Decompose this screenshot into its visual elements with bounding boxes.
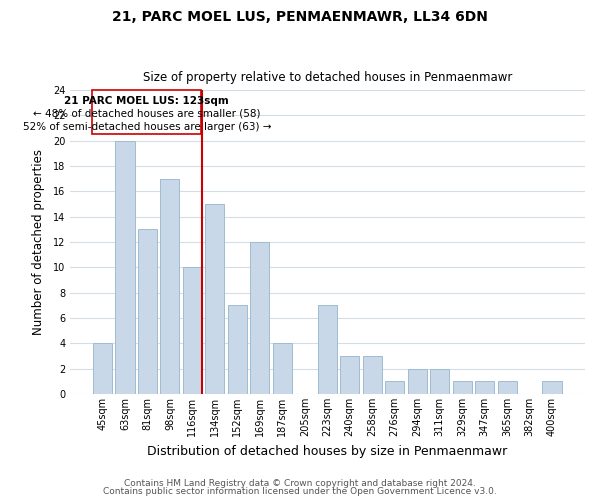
Title: Size of property relative to detached houses in Penmaenmawr: Size of property relative to detached ho… <box>143 72 512 85</box>
Bar <box>273 344 292 394</box>
Bar <box>475 382 494 394</box>
X-axis label: Distribution of detached houses by size in Penmaenmawr: Distribution of detached houses by size … <box>147 444 508 458</box>
Bar <box>115 140 134 394</box>
Bar <box>452 382 472 394</box>
Text: 52% of semi-detached houses are larger (63) →: 52% of semi-detached houses are larger (… <box>23 122 271 132</box>
Bar <box>228 306 247 394</box>
Y-axis label: Number of detached properties: Number of detached properties <box>32 149 44 335</box>
Text: Contains HM Land Registry data © Crown copyright and database right 2024.: Contains HM Land Registry data © Crown c… <box>124 478 476 488</box>
Bar <box>362 356 382 394</box>
Bar <box>138 229 157 394</box>
Bar <box>407 368 427 394</box>
Bar <box>542 382 562 394</box>
Bar <box>250 242 269 394</box>
Text: ← 48% of detached houses are smaller (58): ← 48% of detached houses are smaller (58… <box>33 109 260 119</box>
FancyBboxPatch shape <box>92 90 201 134</box>
Text: 21 PARC MOEL LUS: 123sqm: 21 PARC MOEL LUS: 123sqm <box>64 96 229 106</box>
Bar <box>93 344 112 394</box>
Bar <box>340 356 359 394</box>
Text: 21, PARC MOEL LUS, PENMAENMAWR, LL34 6DN: 21, PARC MOEL LUS, PENMAENMAWR, LL34 6DN <box>112 10 488 24</box>
Bar <box>430 368 449 394</box>
Bar <box>205 204 224 394</box>
Bar <box>497 382 517 394</box>
Bar <box>160 178 179 394</box>
Bar <box>183 268 202 394</box>
Bar <box>385 382 404 394</box>
Text: Contains public sector information licensed under the Open Government Licence v3: Contains public sector information licen… <box>103 487 497 496</box>
Bar <box>318 306 337 394</box>
